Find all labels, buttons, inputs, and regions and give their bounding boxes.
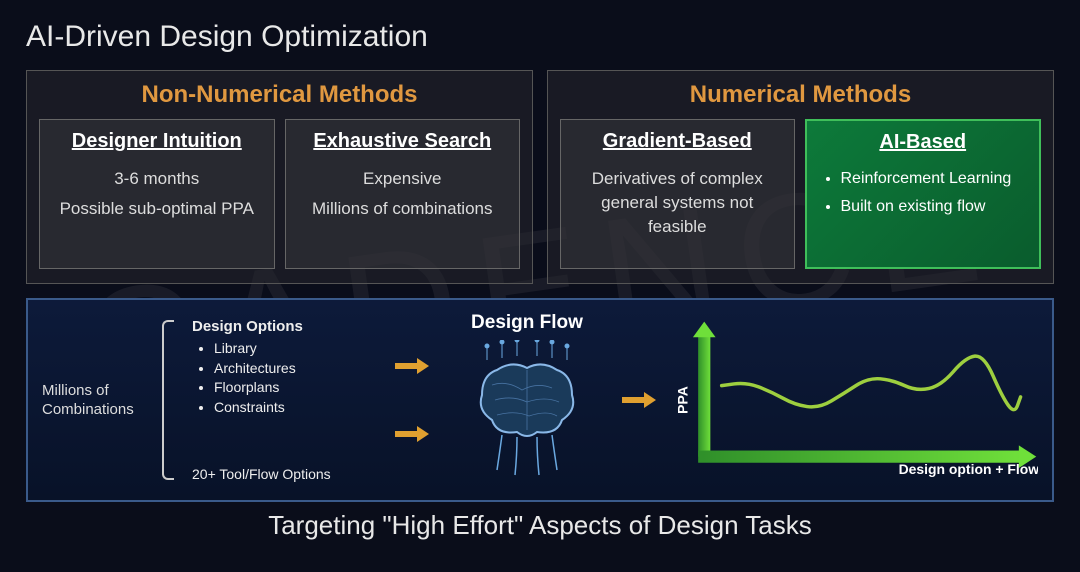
arrows-to-designflow [392,312,432,488]
card-title: Gradient-Based [575,130,780,153]
arrow-right-icon [395,359,429,373]
bracket-icon [162,320,174,480]
card-line: 3-6 months [54,167,260,191]
card-bullet: Reinforcement Learning [841,168,1026,190]
arrow-right-icon [395,427,429,441]
card-line: Possible sub-optimal PPA [54,197,260,221]
card-title: Exhaustive Search [300,130,506,153]
chart-x-label: Design option + Flow [899,461,1038,477]
card-line: Expensive [300,167,506,191]
card-line: Millions of combinations [300,197,506,221]
designflow-title: Design Flow [471,312,583,334]
design-option: Library [214,339,382,359]
group-title-non-numerical: Non-Numerical Methods [39,81,520,109]
arrow-to-chart [622,312,662,488]
card-bullet: Built on existing flow [841,196,1026,218]
card-exhaustive-search: Exhaustive Search Expensive Millions of … [285,119,521,269]
card-line: Derivatives of complex general systems n… [575,167,780,238]
card-designer-intuition: Designer Intuition 3-6 months Possible s… [39,119,275,269]
design-option: Architectures [214,359,382,379]
chart-y-label: PPA [675,386,691,414]
bottom-title: Targeting "High Effort" Aspects of Desig… [26,510,1054,541]
group-numerical: Numerical Methods Gradient-Based Derivat… [547,70,1054,284]
page-title: AI-Driven Design Optimization [26,20,1054,54]
card-gradient-based: Gradient-Based Derivatives of complex ge… [560,119,795,269]
combos-label: Millions of Combinations [42,312,152,488]
brain-chip-icon [467,340,587,480]
designflow-column: Design Flow [442,312,612,488]
options-column: Design Options Library Architectures Flo… [192,312,382,488]
group-title-numerical: Numerical Methods [560,81,1041,109]
design-options-title: Design Options [192,318,382,335]
toolflow-label: 20+ Tool/Flow Options [192,466,382,482]
flow-panel: Millions of Combinations Design Options … [26,298,1054,502]
group-non-numerical: Non-Numerical Methods Designer Intuition… [26,70,533,284]
design-option: Constraints [214,398,382,418]
card-title: Designer Intuition [54,130,260,153]
methods-row: Non-Numerical Methods Designer Intuition… [26,70,1054,284]
card-title: AI-Based [821,131,1026,154]
design-option: Floorplans [214,378,382,398]
ppa-chart: PPA Design option + Flow [672,312,1038,488]
arrow-right-icon [622,393,656,407]
card-ai-based: AI-Based Reinforcement Learning Built on… [805,119,1042,269]
